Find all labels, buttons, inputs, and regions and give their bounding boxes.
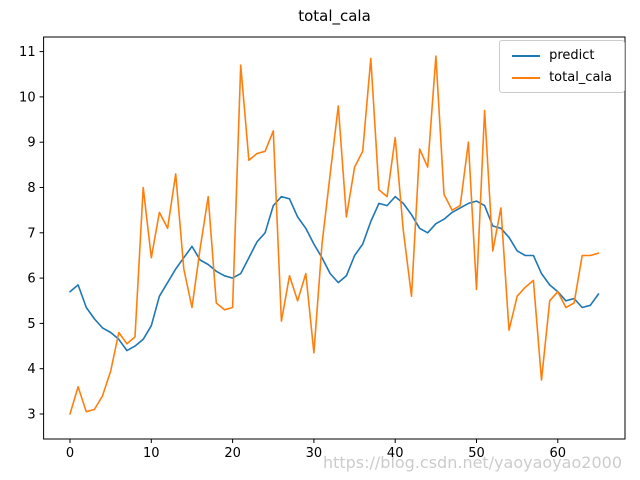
legend-item-predict: predict [512,49,612,62]
total-cala-line-swatch [512,76,541,79]
svg-text:10: 10 [143,446,160,461]
svg-text:5: 5 [27,317,35,332]
svg-text:6: 6 [27,272,35,287]
svg-text:40: 40 [387,446,404,461]
svg-text:4: 4 [27,362,35,377]
svg-text:20: 20 [224,446,241,461]
svg-text:50: 50 [468,446,485,461]
svg-text:7: 7 [27,226,35,241]
chart-title: total_cala [298,7,371,25]
svg-text:60: 60 [550,446,567,461]
predict-line-swatch [512,54,541,57]
svg-text:0: 0 [66,446,74,461]
svg-text:30: 30 [306,446,323,461]
legend-item-total-cala: total_cala [512,71,612,84]
svg-text:11: 11 [19,45,36,60]
svg-text:3: 3 [27,408,35,423]
legend-label-total-cala: total_cala [549,70,612,85]
legend: predict total_cala [499,40,625,93]
svg-text:9: 9 [27,136,35,151]
svg-text:10: 10 [19,90,36,105]
watermark: https://blog.csdn.net/yaoyaoyao2000 [322,453,622,472]
svg-text:8: 8 [27,181,35,196]
legend-label-predict: predict [549,48,595,63]
